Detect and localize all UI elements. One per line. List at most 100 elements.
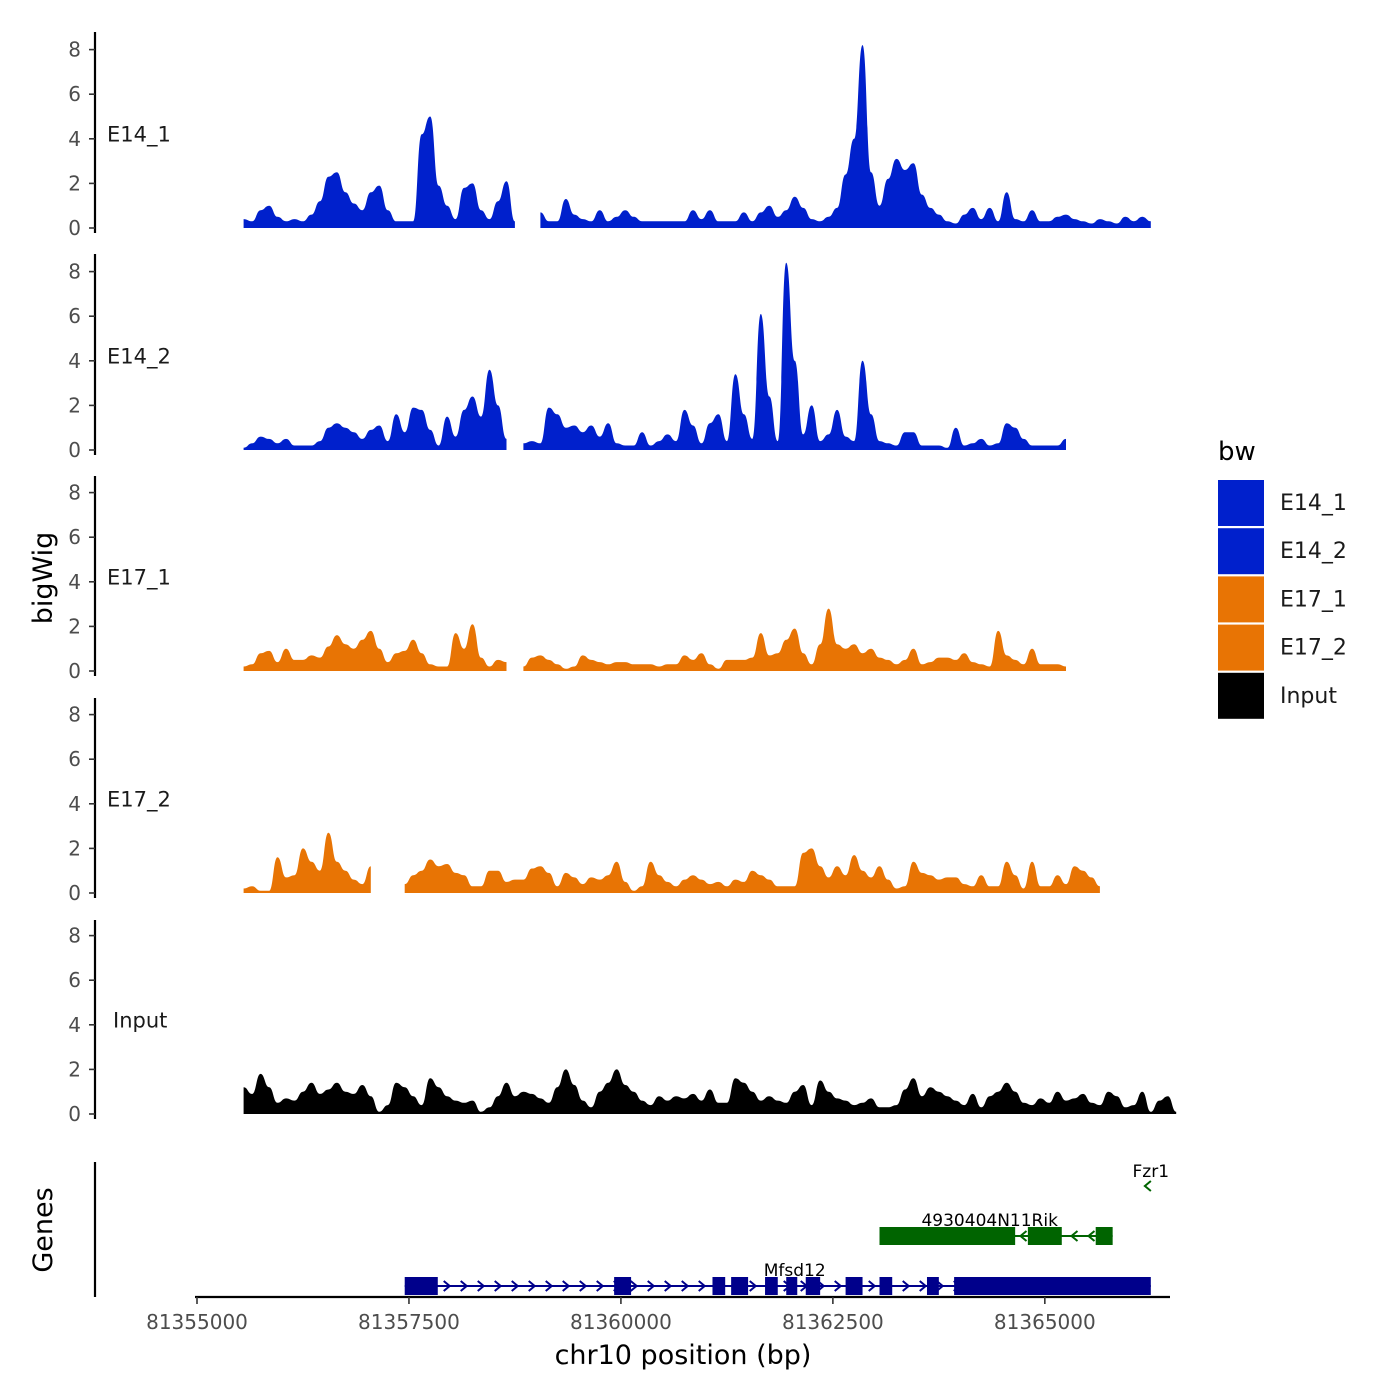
y-tick-label: 0	[68, 881, 81, 905]
legend-key-label: E17_1	[1280, 587, 1347, 612]
y-tick-label: 0	[68, 438, 81, 462]
coverage-area	[523, 608, 1066, 671]
legend-key-swatch	[1218, 528, 1264, 575]
legend-key-swatch	[1218, 624, 1264, 671]
strand-arrow	[1069, 1230, 1079, 1242]
strand-arrow	[562, 1280, 571, 1292]
genes-y-axis-title: Genes	[28, 1187, 59, 1272]
y-tick-label: 8	[68, 260, 81, 284]
strand-arrow	[545, 1280, 554, 1292]
coverage-area	[523, 262, 1066, 450]
track-label: Input	[113, 1008, 167, 1032]
legend-key-swatch	[1218, 672, 1264, 719]
coverage-area	[243, 832, 371, 893]
gene-exon	[954, 1277, 1151, 1295]
gene-mfsd12: Mfsd12	[404, 1261, 1151, 1295]
y-tick-label: 0	[68, 1102, 81, 1126]
strand-arrow	[681, 1280, 690, 1292]
strand-arrow	[443, 1280, 452, 1292]
y-tick-label: 4	[68, 792, 81, 816]
coverage-area	[540, 45, 1151, 228]
gene-exon	[712, 1277, 726, 1295]
y-tick-label: 2	[68, 1057, 81, 1081]
gene-exon	[786, 1277, 798, 1295]
y-tick-label: 6	[68, 304, 81, 328]
legend-key-label: E14_1	[1280, 491, 1347, 516]
track-e17-2: 0 2 4 6 8 E17_2	[68, 698, 1100, 905]
strand-arrow	[698, 1280, 707, 1292]
y-tick-label: 4	[68, 570, 81, 594]
strand-arrow	[749, 1280, 758, 1292]
y-tick-label: 8	[68, 703, 81, 727]
legend-key-label: E17_2	[1280, 636, 1347, 661]
strand-arrow	[477, 1280, 486, 1292]
gene-exon	[1027, 1227, 1062, 1245]
legend-key-swatch	[1218, 576, 1264, 623]
track-e17-1: 0 2 4 6 8 E17_1	[68, 476, 1066, 683]
legend-title: bw	[1218, 437, 1256, 467]
track-e14-2: 0 2 4 6 8 E14_2	[68, 254, 1066, 462]
strand-arrow	[528, 1280, 537, 1292]
strand-arrow	[494, 1280, 503, 1292]
gene-exon	[805, 1277, 821, 1295]
coverage-area	[243, 624, 507, 671]
gene-exon	[1095, 1227, 1113, 1245]
x-axis-title: chr10 position (bp)	[555, 1340, 812, 1371]
strand-arrow	[1018, 1230, 1028, 1242]
y-tick-label: 2	[68, 836, 81, 860]
gene-exon	[614, 1277, 632, 1295]
y-tick-label: 2	[68, 614, 81, 638]
coverage-area	[243, 1069, 1177, 1114]
y-tick-label: 0	[68, 216, 81, 240]
track-label: E17_1	[107, 565, 171, 590]
strand-arrow	[868, 1280, 877, 1292]
y-tick-label: 6	[68, 747, 81, 771]
x-tick-label: 81357500	[358, 1310, 460, 1334]
strand-arrow	[630, 1280, 639, 1292]
y-tick-label: 8	[68, 481, 81, 505]
track-label: E17_2	[107, 787, 171, 812]
coverage-area	[243, 369, 507, 450]
gene-track: 81355000 81357500 81360000 81362500 81365000…	[93, 1162, 1170, 1334]
x-tick-label: 81360000	[570, 1310, 672, 1334]
gene-exon	[731, 1277, 749, 1295]
gene-label: Fzr1	[1133, 1162, 1170, 1182]
gene-exon	[926, 1277, 939, 1295]
strand-arrow	[511, 1280, 520, 1292]
x-tick-label: 81362500	[782, 1310, 884, 1334]
strand-arrow	[902, 1280, 911, 1292]
legend-key-label: E14_2	[1280, 539, 1347, 564]
track-e14-1: 0 2 4 6 8 E14_1	[68, 32, 1151, 240]
y-tick-label: 8	[68, 924, 81, 948]
y-tick-label: 8	[68, 38, 81, 62]
gene-4930404n11rik: 4930404N11Rik	[879, 1211, 1113, 1245]
y-tick-label: 4	[68, 127, 81, 151]
coverage-area	[243, 116, 515, 228]
y-tick-label: 4	[68, 349, 81, 373]
y-tick-label: 4	[68, 1013, 81, 1037]
strand-arrow	[647, 1280, 656, 1292]
gene-label: Mfsd12	[764, 1261, 826, 1281]
x-tick-label: 81365000	[994, 1310, 1096, 1334]
y-tick-label: 2	[68, 393, 81, 417]
legend-key-swatch	[1218, 480, 1264, 526]
y-tick-label: 6	[68, 82, 81, 106]
legend-key-label: Input	[1280, 684, 1337, 709]
coverage-area	[404, 848, 1100, 893]
strand-arrow	[664, 1280, 673, 1292]
gene-label: 4930404N11Rik	[921, 1211, 1058, 1231]
gene-exon	[845, 1277, 863, 1295]
strand-arrow	[596, 1280, 605, 1292]
track-label: E14_2	[107, 344, 171, 369]
strand-arrow	[834, 1280, 843, 1292]
strand-arrow	[1086, 1230, 1096, 1242]
y-tick-label: 6	[68, 525, 81, 549]
gene-exon	[879, 1227, 1016, 1245]
coverage-y-axis-title: bigWig	[28, 532, 59, 625]
track-label: E14_1	[107, 122, 171, 147]
strand-arrow	[919, 1280, 928, 1292]
x-tick-label: 81355000	[146, 1310, 248, 1334]
strand-arrow	[1143, 1180, 1152, 1192]
gene-exon	[765, 1277, 778, 1295]
